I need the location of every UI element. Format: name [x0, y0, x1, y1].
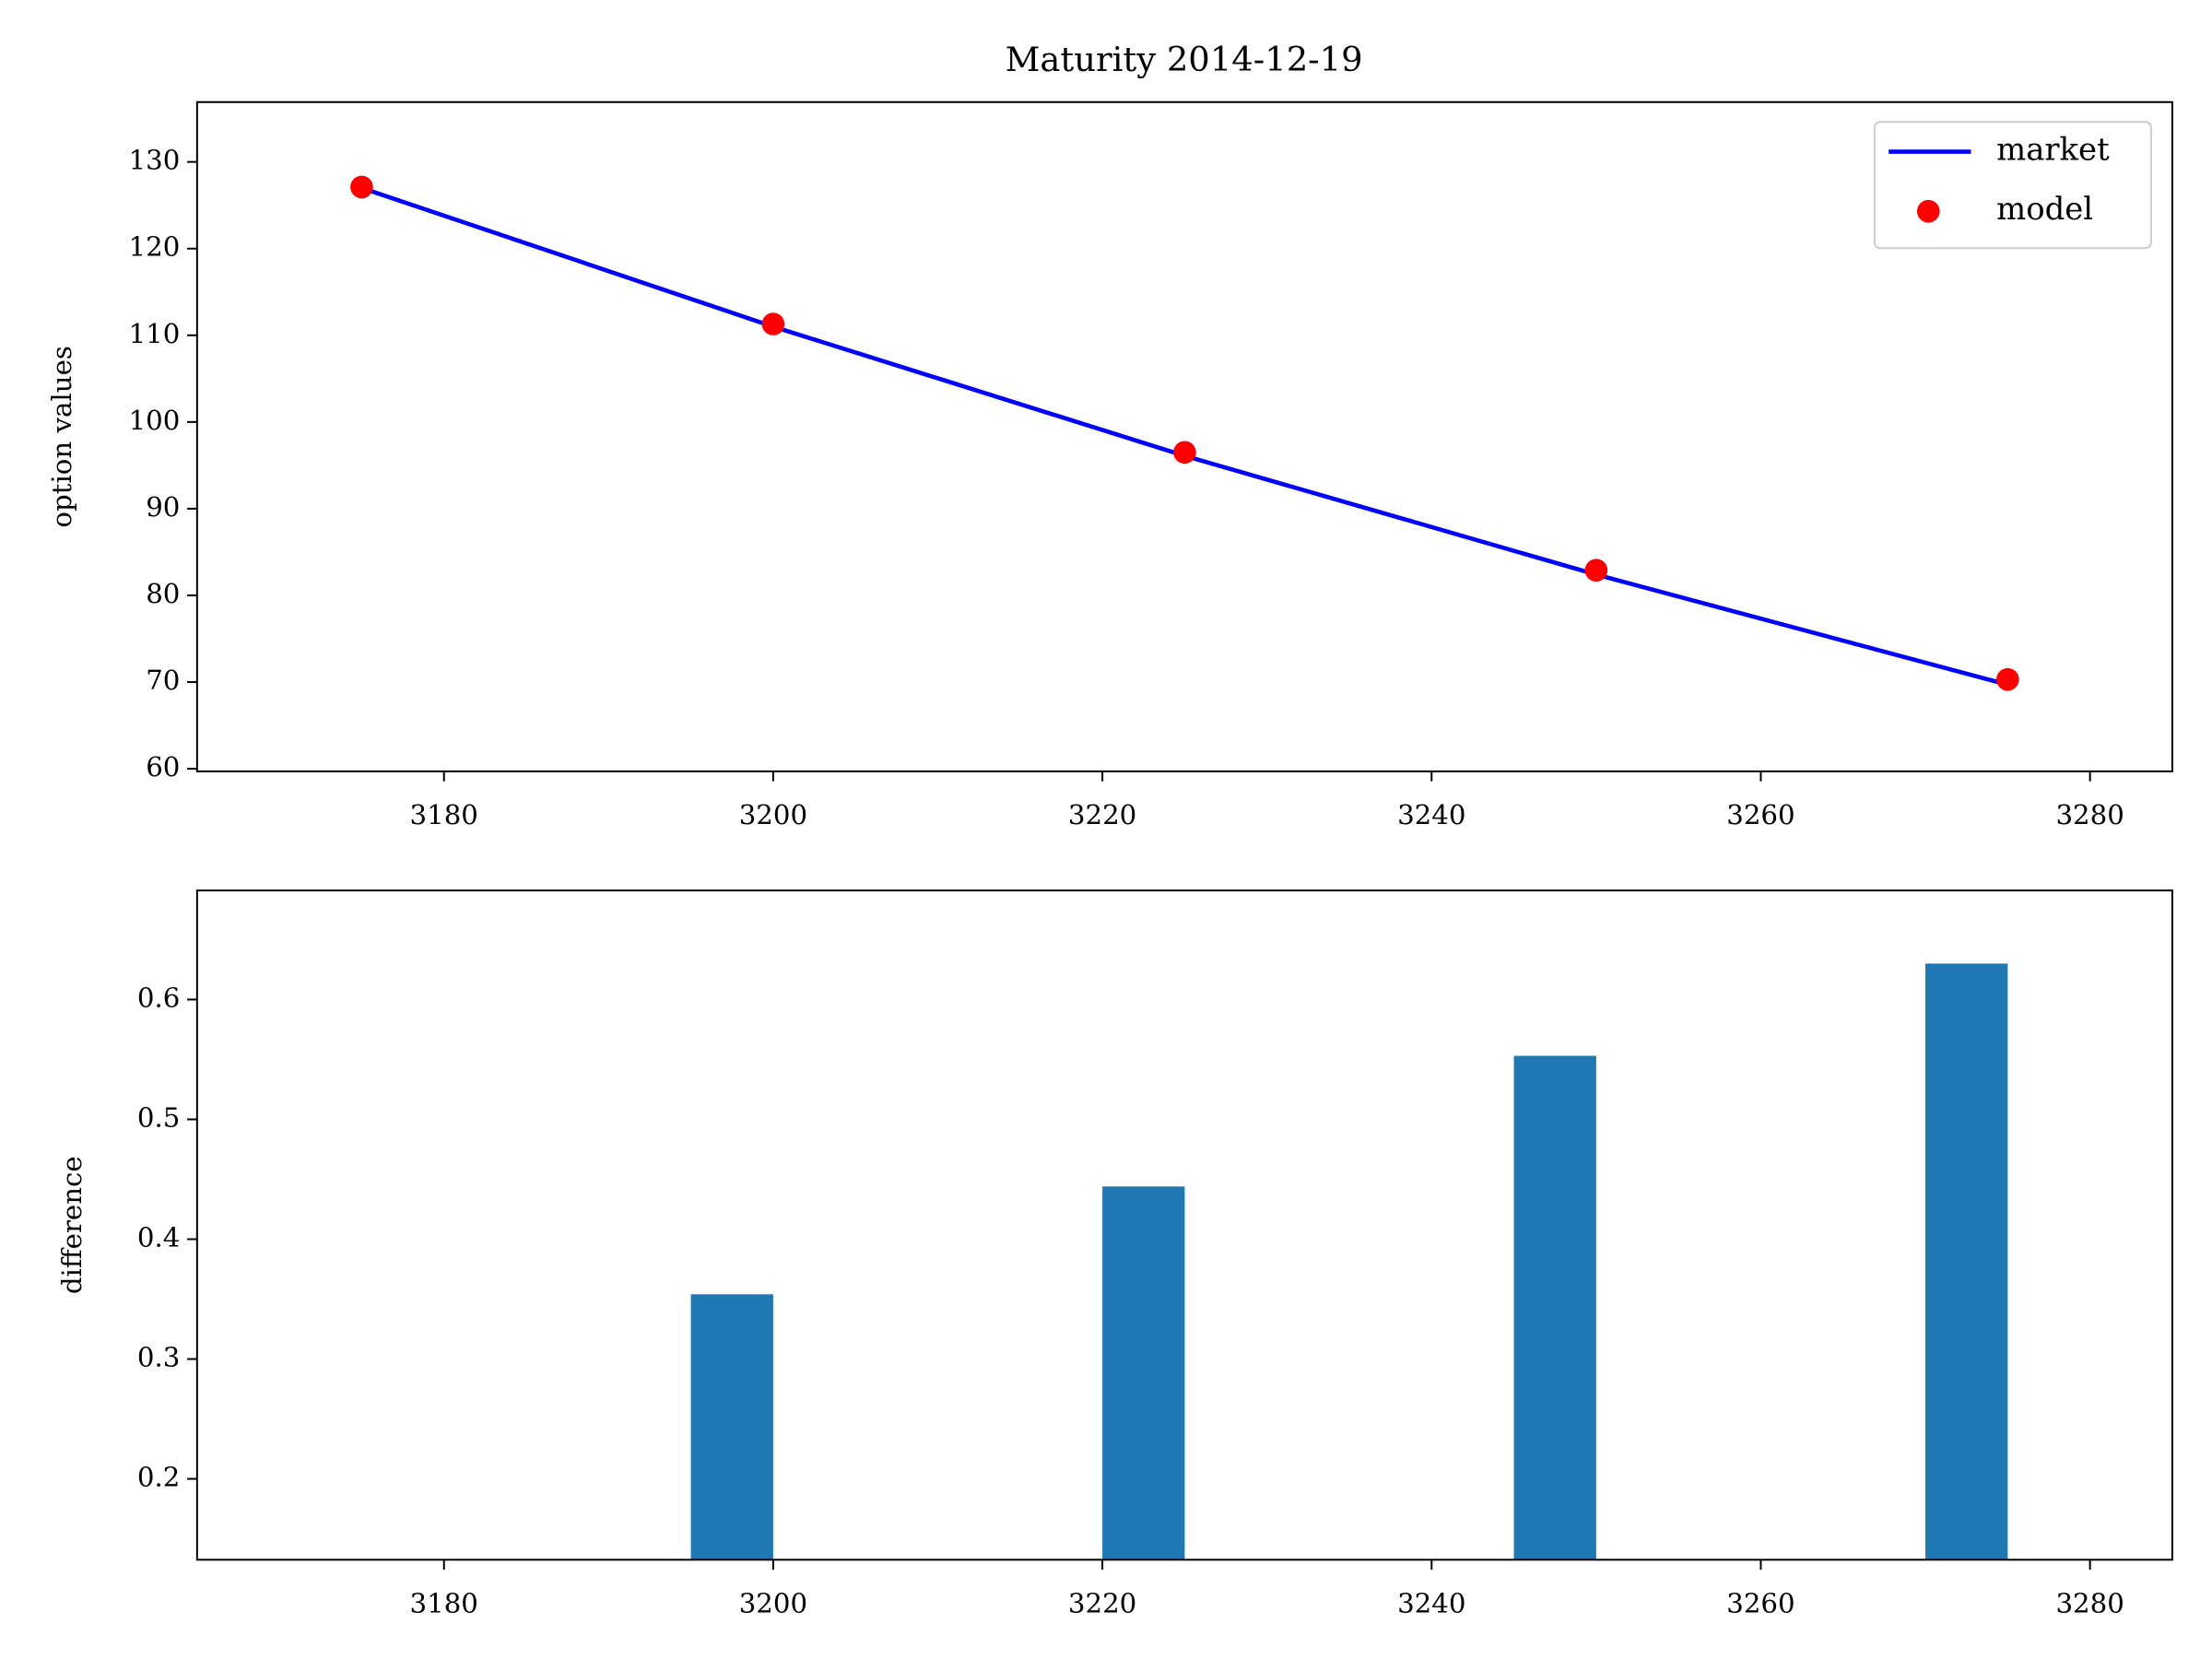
- axes-frame: [195, 100, 2173, 772]
- marker: [1584, 559, 1608, 582]
- y-axis-label: option values: [46, 346, 77, 527]
- y-tick-label: 130: [129, 145, 181, 176]
- bar: [1925, 963, 2008, 1560]
- x-tick-label: 3180: [410, 1588, 478, 1619]
- y-axis-label: difference: [56, 1156, 88, 1294]
- bar: [1102, 1186, 1185, 1560]
- chart-title: Maturity 2014-12-19: [1006, 40, 1363, 79]
- marker: [350, 175, 373, 199]
- y-tick-label: 70: [146, 665, 180, 696]
- axes-frame: [195, 889, 2173, 1561]
- y-tick-label: 60: [146, 751, 180, 782]
- y-tick-label: 0.4: [137, 1222, 180, 1253]
- y-tick-label: 80: [146, 578, 180, 609]
- marker: [1996, 667, 2019, 691]
- bar: [690, 1294, 773, 1560]
- legend-label: market: [1996, 132, 2110, 168]
- x-tick-label: 3200: [739, 1588, 807, 1619]
- marker: [1173, 441, 1196, 465]
- x-tick-label: 3200: [739, 799, 807, 830]
- y-tick-label: 0.6: [137, 982, 180, 1013]
- y-tick-label: 0.3: [137, 1342, 180, 1373]
- y-tick-label: 90: [146, 491, 180, 523]
- x-tick-label: 3240: [1397, 1588, 1465, 1619]
- y-tick-label: 120: [129, 231, 181, 263]
- x-tick-label: 3180: [410, 799, 478, 830]
- x-tick-label: 3280: [2055, 1588, 2124, 1619]
- y-tick-label: 100: [129, 405, 181, 436]
- x-tick-label: 3220: [1068, 1588, 1136, 1619]
- x-tick-label: 3240: [1397, 799, 1465, 830]
- legend-swatch: [1917, 199, 1940, 223]
- x-tick-label: 3260: [1726, 799, 1794, 830]
- x-tick-label: 3260: [1726, 1588, 1794, 1619]
- marker: [761, 312, 785, 335]
- x-tick-label: 3220: [1068, 799, 1136, 830]
- y-tick-label: 110: [129, 318, 181, 349]
- legend-label: model: [1996, 191, 2093, 227]
- bar: [1513, 1055, 1596, 1560]
- y-tick-label: 0.5: [137, 1101, 180, 1133]
- x-tick-label: 3280: [2055, 799, 2124, 830]
- y-tick-label: 0.2: [137, 1462, 180, 1493]
